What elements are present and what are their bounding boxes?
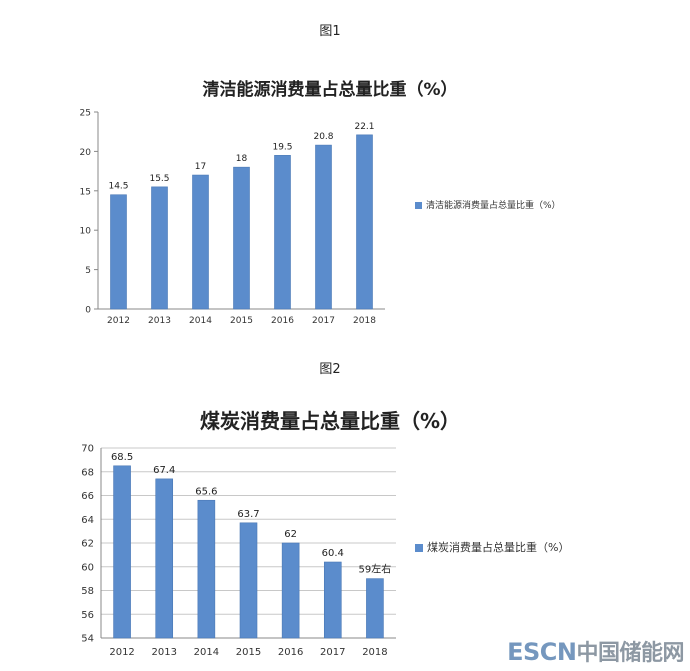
- chart-1-y-tick-label: 0: [85, 306, 91, 316]
- figure-1-label: 图1: [319, 24, 341, 39]
- chart-2-y-tick-label: 64: [81, 515, 94, 526]
- chart-2-bar: [323, 561, 342, 639]
- chart-2-bar: [239, 522, 258, 639]
- chart-1-bar: [356, 134, 373, 310]
- chart-1-bar: [233, 166, 250, 310]
- chart-1-x-tick-label: 2017: [312, 316, 335, 326]
- chart-1-data-label: 18: [236, 154, 248, 164]
- chart-2-x-tick-label: 2012: [109, 647, 134, 658]
- chart-2-bar: [366, 578, 384, 639]
- chart-1-x-tick-label: 2014: [189, 316, 212, 326]
- chart-2-y-tick-label: 66: [81, 491, 94, 502]
- chart-1-data-label: 20.8: [313, 132, 333, 142]
- chart-2-y-tick-label: 60: [81, 562, 94, 573]
- chart-2-legend-swatch: [415, 544, 423, 552]
- chart-2-bar: [281, 542, 300, 639]
- chart-1-y-tick-label: 5: [85, 266, 91, 276]
- chart-1-x-tick-label: 2012: [107, 316, 130, 326]
- chart-1-y-tick-label: 10: [80, 227, 92, 237]
- chart-2-y-tick-label: 54: [81, 634, 94, 645]
- chart-1-x-tick-label: 2018: [353, 316, 376, 326]
- chart-2-bar: [113, 465, 131, 639]
- chart-2-y-tick-label: 68: [81, 467, 94, 478]
- chart-2-y-tick-label: 70: [81, 444, 94, 455]
- chart-2-x-tick-label: 2015: [236, 647, 261, 658]
- chart-2-data-label: 62: [284, 529, 297, 540]
- chart-1-x-tick-label: 2013: [148, 316, 171, 326]
- chart-2-data-label: 65.6: [195, 486, 217, 497]
- chart-1-bar: [192, 174, 209, 310]
- chart-2-x-tick-label: 2017: [320, 647, 345, 658]
- chart-2-data-label: 68.5: [111, 452, 133, 463]
- chart-1-y-tick-label: 15: [80, 187, 91, 197]
- chart-2-y-tick-label: 62: [81, 539, 94, 550]
- chart-1-data-label: 17: [195, 162, 206, 172]
- chart-1-legend-label: 清洁能源消费量占总量比重（%）: [426, 199, 561, 211]
- chart-1-y-tick-label: 20: [80, 148, 92, 158]
- chart-2-data-label: 59左右: [359, 563, 392, 576]
- chart-1-x-tick-label: 2015: [230, 316, 253, 326]
- chart-2-data-label: 67.4: [153, 465, 175, 476]
- chart-2-x-tick-label: 2018: [362, 647, 387, 658]
- chart-2-y-tick-label: 56: [81, 610, 94, 621]
- chart-2-y-tick-label: 58: [81, 586, 94, 597]
- chart-1-bar: [110, 194, 127, 310]
- chart-1-y-tick-label: 25: [80, 109, 91, 119]
- chart-1-data-label: 22.1: [354, 122, 374, 132]
- chart-2-data-label: 63.7: [237, 509, 259, 520]
- chart-1-x-tick-label: 2016: [271, 316, 294, 326]
- chart-2-legend-label: 煤炭消费量占总量比重（%）: [427, 540, 569, 554]
- chart-2-x-tick-label: 2016: [278, 647, 303, 658]
- chart-2-title: 煤炭消费量占总量比重（%）: [199, 409, 461, 433]
- chart-1-bar: [274, 155, 291, 310]
- chart-1-data-label: 15.5: [149, 174, 169, 184]
- escn-watermark-logo: ESCN中国储能网: [507, 638, 684, 666]
- chart-1-data-label: 19.5: [272, 142, 292, 152]
- figure-2-label: 图2: [319, 362, 341, 377]
- chart-2-x-tick-label: 2014: [194, 647, 219, 658]
- chart-2-data-label: 60.4: [322, 548, 344, 559]
- chart-1-bar: [315, 144, 332, 310]
- chart-2-x-tick-label: 2013: [151, 647, 176, 658]
- chart-1-title: 清洁能源消费量占总量比重（%）: [202, 80, 458, 100]
- chart-1-data-label: 14.5: [108, 182, 128, 192]
- chart-1: 0 5 10 15 20 25 14.5 2012 15.5 2013 17 2014 18 2015 19…: [80, 109, 561, 327]
- chart-1-bar: [151, 186, 168, 310]
- chart-2-bar: [197, 499, 216, 639]
- chart-1-legend-swatch: [415, 202, 422, 209]
- chart-2-bar: [155, 478, 174, 639]
